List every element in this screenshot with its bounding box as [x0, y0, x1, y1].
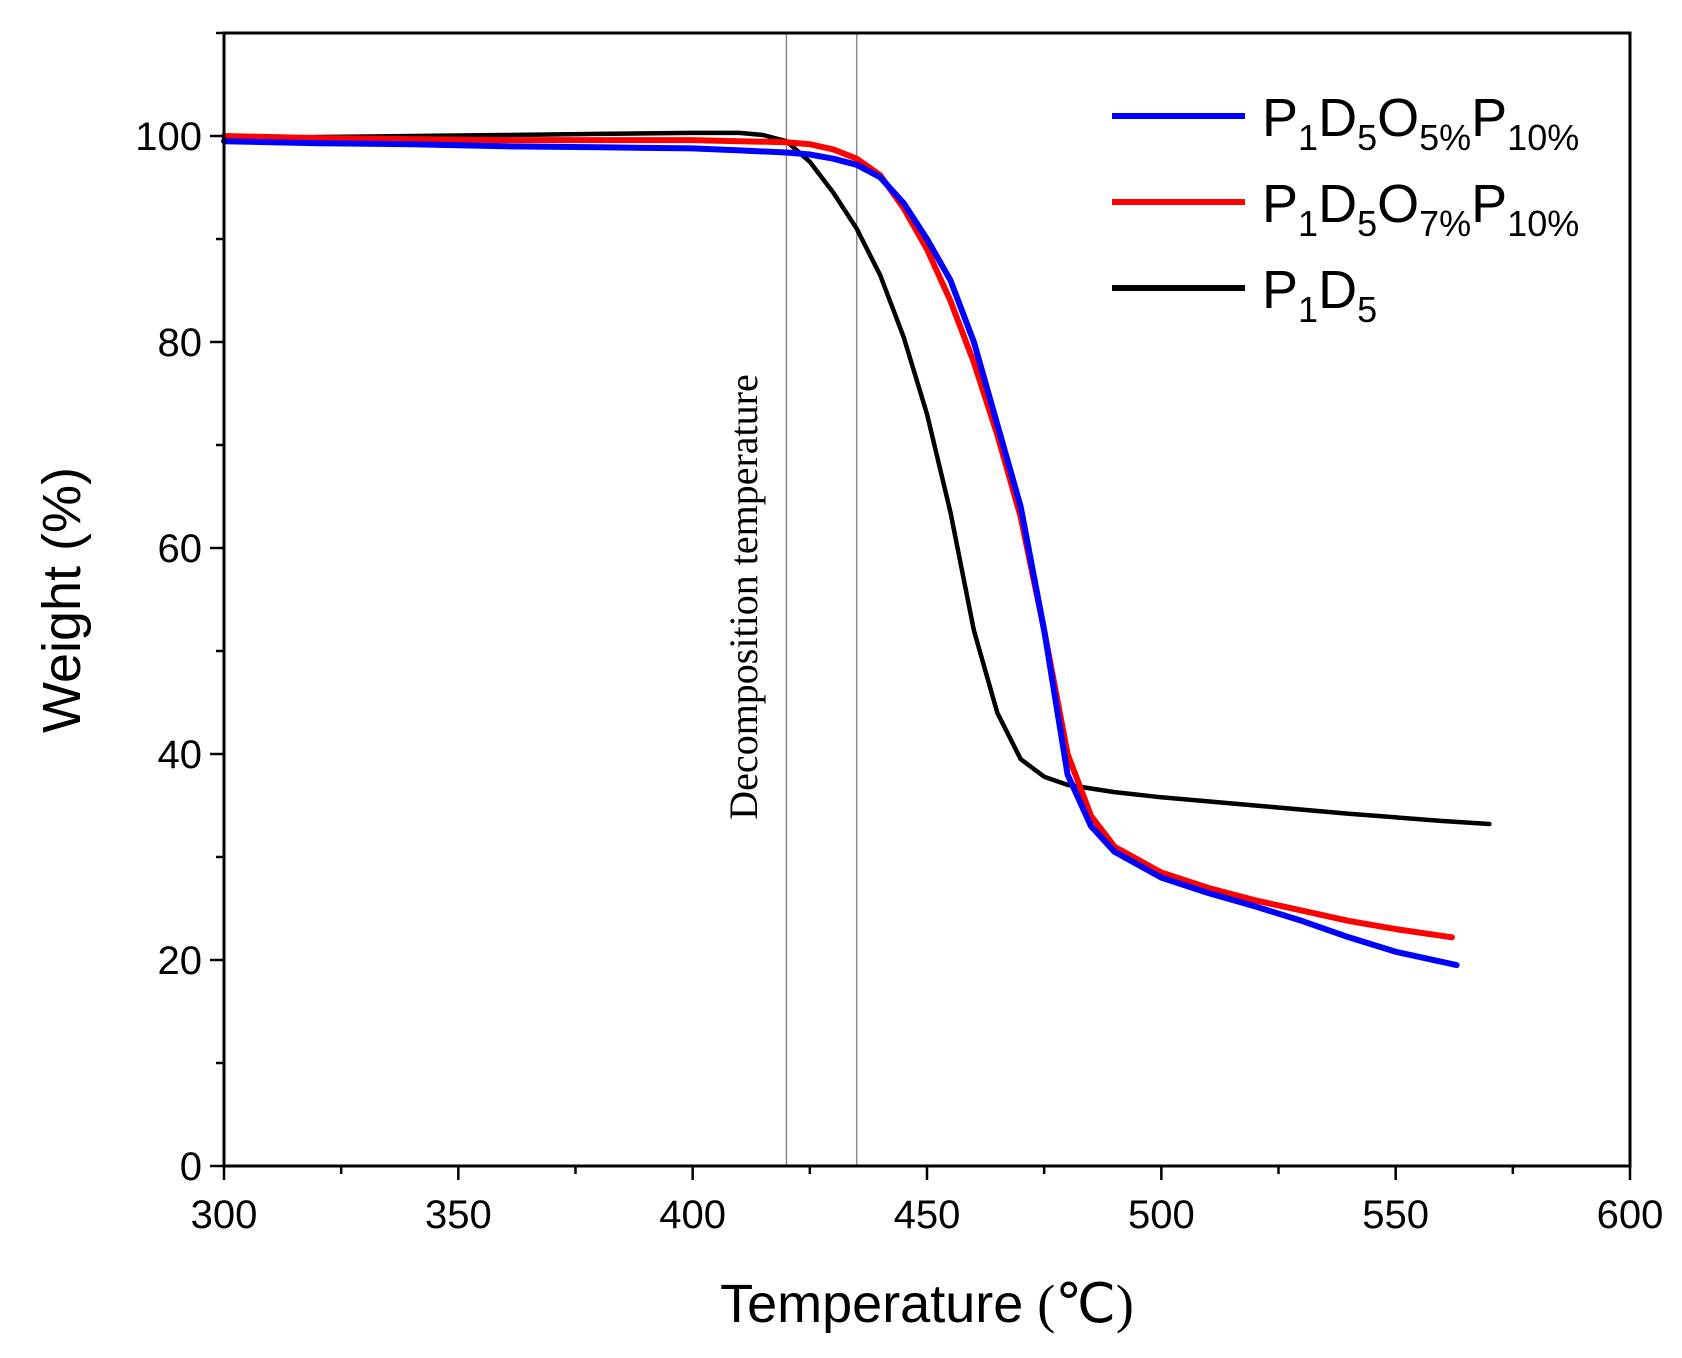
x-tick-label: 300 — [191, 1193, 258, 1237]
x-axis-title: Temperature (℃) — [720, 1274, 1134, 1334]
y-tick-label: 60 — [158, 527, 203, 571]
legend: P1D5O5%P10% P1D5O7%P10% P1D5 — [1112, 88, 1579, 330]
y-tick-label: 100 — [135, 115, 202, 159]
x-tick-label: 500 — [1128, 1193, 1195, 1237]
x-tick-label: 450 — [894, 1193, 961, 1237]
y-axis-title: Weight (%) — [32, 467, 92, 733]
series-line — [221, 138, 1460, 969]
y-tick-label: 20 — [158, 939, 203, 983]
series-line — [221, 133, 1455, 941]
x-axis-title-text: Temperature — [720, 1274, 1023, 1334]
x-tick-label: 350 — [425, 1193, 492, 1237]
annotation-layer — [785, 33, 858, 1166]
x-axis-title-unit: (℃) — [1037, 1274, 1134, 1334]
x-tick-label: 400 — [659, 1193, 726, 1237]
ticks-layer: 300 350 400 450 500 550 600 0 20 40 60 80 100 — [135, 31, 1664, 1237]
legend-entry: P1D5O7%P10% — [1262, 174, 1579, 244]
x-tick-label: 600 — [1597, 1193, 1664, 1237]
x-tick-label: 550 — [1362, 1193, 1429, 1237]
series-line — [221, 130, 1492, 827]
annotation-label: Decomposition temperature — [721, 374, 766, 819]
y-tick-label: 40 — [158, 733, 203, 777]
y-tick-label: 80 — [158, 321, 203, 365]
y-tick-label: 0 — [180, 1145, 202, 1189]
legend-entry: P1D5 — [1262, 260, 1377, 330]
series-layer — [221, 130, 1492, 969]
legend-entry: P1D5O5%P10% — [1262, 88, 1579, 158]
